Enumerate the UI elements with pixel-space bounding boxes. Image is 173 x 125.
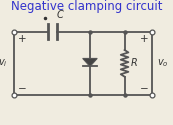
Text: −: −	[18, 84, 26, 94]
Text: +: +	[18, 34, 26, 44]
Text: +: +	[140, 34, 148, 44]
Text: $v_i$: $v_i$	[0, 57, 8, 69]
Text: Negative clamping circuit: Negative clamping circuit	[11, 0, 162, 13]
Polygon shape	[83, 58, 97, 66]
Text: C: C	[57, 10, 64, 20]
Text: R: R	[131, 58, 137, 68]
Text: −: −	[140, 84, 148, 94]
Text: $v_o$: $v_o$	[157, 57, 168, 69]
